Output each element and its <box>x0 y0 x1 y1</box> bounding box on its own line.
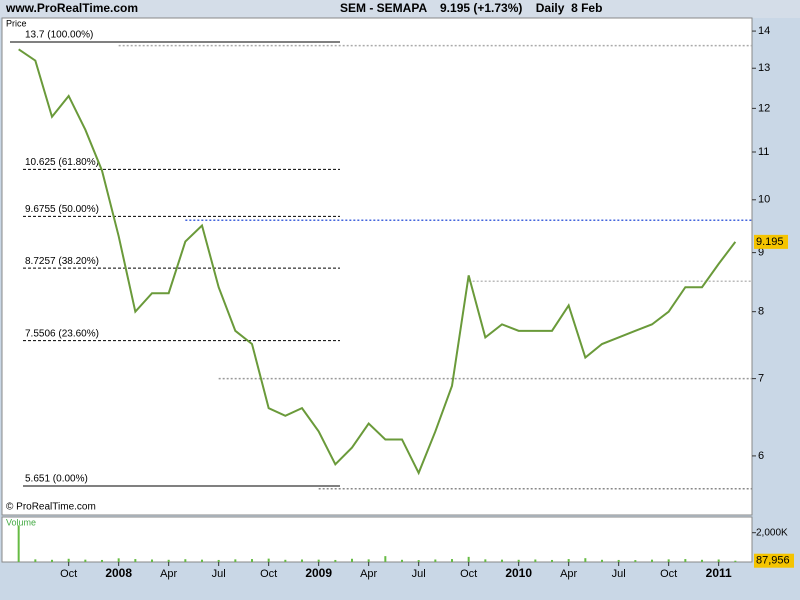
y-tick-label: 14 <box>758 25 770 37</box>
volume-bar <box>667 559 670 562</box>
volume-bar <box>67 558 70 562</box>
volume-bar <box>484 559 487 562</box>
volume-bar <box>134 559 137 562</box>
volume-bar <box>684 559 687 562</box>
y-tick-label: 12 <box>758 102 770 114</box>
volume-bar <box>617 559 620 562</box>
volume-bar <box>451 559 453 562</box>
fib-label: 10.625 (61.80%) <box>25 157 99 168</box>
volume-bar <box>217 559 220 562</box>
y-tick-label: 13 <box>758 62 770 74</box>
volume-bar <box>201 559 203 562</box>
volume-bar <box>334 559 337 562</box>
x-tick-label: Jul <box>612 568 626 580</box>
volume-bar <box>367 559 370 562</box>
y-tick-label: 11 <box>758 146 769 158</box>
volume-bar <box>84 559 87 562</box>
y-label: Price <box>6 18 27 28</box>
y-tick-label: 7 <box>758 373 764 385</box>
x-tick-label: Apr <box>360 568 377 580</box>
volume-bar <box>184 559 187 562</box>
credit: © ProRealTime.com <box>6 502 96 513</box>
fib-label: 8.7257 (38.20%) <box>25 256 99 267</box>
volume-bar <box>734 560 737 562</box>
volume-bar <box>567 559 570 562</box>
volume-tick-label: 2,000K <box>756 527 788 538</box>
volume-bar <box>717 559 720 562</box>
volume-bar <box>301 559 303 562</box>
volume-bar <box>317 559 320 562</box>
volume-bar <box>634 560 637 562</box>
fib-label: 13.7 (100.00%) <box>25 30 93 41</box>
x-tick-label: Apr <box>560 568 577 580</box>
volume-bar <box>51 559 53 562</box>
volume-panel <box>1 516 753 563</box>
y-tick-label: 6 <box>758 450 764 462</box>
volume-bar <box>417 560 420 562</box>
x-tick-label: Oct <box>460 568 477 580</box>
volume-bar <box>517 559 520 562</box>
y-tick-label: 8 <box>758 306 764 318</box>
volume-bar <box>17 525 20 562</box>
volume-bar <box>151 559 153 562</box>
volume-tag-bg <box>754 553 794 568</box>
x-tick-label: Oct <box>60 568 77 580</box>
y-tick-label: 10 <box>758 194 770 206</box>
volume-bar <box>601 559 603 562</box>
y-tick-label: 9 <box>758 247 764 259</box>
header-bar <box>0 0 800 18</box>
x-tick-label: Oct <box>660 568 677 580</box>
volume-bar <box>101 559 103 562</box>
volume-bar <box>551 559 553 562</box>
site-name: www.ProRealTime.com <box>5 1 138 15</box>
fib-label: 5.651 (0.00%) <box>25 474 88 485</box>
volume-label: Volume <box>6 517 36 527</box>
x-tick-label: 2008 <box>105 566 132 580</box>
volume-bar <box>501 559 503 562</box>
volume-bar <box>234 559 237 562</box>
x-tick-label: Jul <box>212 568 226 580</box>
quote: SEM - SEMAPA 9.195 (+1.73%) Daily 8 Feb <box>340 1 602 15</box>
volume-bar <box>117 558 120 562</box>
volume-bar <box>167 559 170 562</box>
volume-bar <box>384 556 387 562</box>
volume-bar <box>251 559 253 562</box>
volume-bar <box>701 559 703 562</box>
volume-bar <box>267 558 270 562</box>
x-tick-label: Apr <box>160 568 177 580</box>
price-tag-bg <box>754 234 788 249</box>
volume-bar <box>284 559 287 562</box>
volume-bar <box>534 559 537 562</box>
volume-bar <box>34 559 37 562</box>
volume-bar <box>651 559 653 562</box>
x-tick-label: Oct <box>260 568 277 580</box>
volume-bar <box>401 559 403 562</box>
x-tick-label: 2009 <box>305 566 332 580</box>
volume-tag: 87,956 <box>756 555 790 567</box>
price-tag: 9.195 <box>756 236 784 248</box>
volume-bar <box>467 556 470 562</box>
fib-label: 9.6755 (50.00%) <box>25 204 99 215</box>
x-tick-label: 2011 <box>706 566 732 580</box>
volume-bar <box>434 559 437 562</box>
price-panel <box>1 17 753 516</box>
volume-bar <box>351 558 353 562</box>
price-line <box>18 48 737 476</box>
x-tick-label: 2010 <box>505 566 532 580</box>
volume-bar <box>584 558 587 562</box>
x-tick-label: Jul <box>412 568 426 580</box>
fib-label: 7.5506 (23.60%) <box>25 328 99 339</box>
